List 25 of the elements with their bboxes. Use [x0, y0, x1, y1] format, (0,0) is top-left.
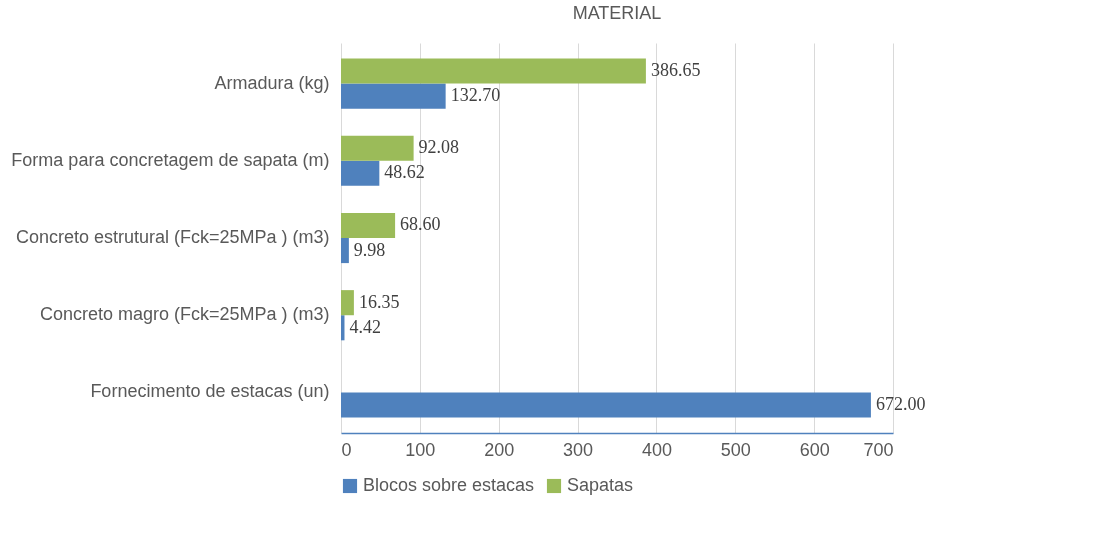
x-tick-label: 200	[484, 439, 515, 460]
y-tick-label: Concreto magro (Fck=25MPa ) (m3)	[39, 304, 330, 325]
data-label: 16.35	[358, 291, 400, 312]
x-tick-label: 0	[341, 439, 352, 460]
data-label: 92.08	[418, 137, 460, 158]
y-tick-label: Armadura (kg)	[214, 72, 330, 93]
legend-label: Sapatas	[567, 475, 634, 495]
y-tick-label: Forma para concretagem de sapata (m)	[11, 149, 330, 170]
data-label: 68.60	[400, 214, 441, 235]
x-tick-label: 300	[563, 439, 594, 460]
legend-label: Blocos sobre estacas	[363, 475, 535, 495]
chart-title: MATERIAL	[572, 3, 662, 23]
x-tick-label: 600	[799, 439, 830, 460]
data-label: 132.70	[450, 85, 501, 106]
data-label: 9.98	[353, 239, 386, 260]
data-label: 4.42	[349, 316, 381, 337]
y-tick-label: Fornecimento de estacas (un)	[90, 381, 330, 402]
x-tick-label: 400	[641, 439, 672, 460]
data-label: 386.65	[650, 60, 701, 80]
data-label: 672.00	[875, 394, 926, 414]
x-tick-label: 700	[863, 439, 894, 460]
x-tick-label: 100	[405, 439, 436, 460]
y-tick-label: Concreto estrutural (Fck=25MPa ) (m3)	[15, 227, 330, 247]
x-tick-label: 500	[720, 439, 751, 460]
data-label: 48.62	[384, 162, 425, 183]
